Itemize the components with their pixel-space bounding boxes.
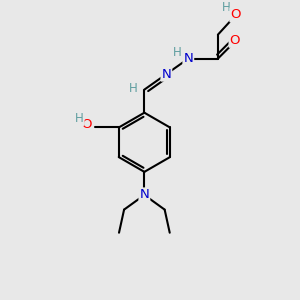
Text: O: O [82, 118, 92, 131]
Text: H: H [222, 2, 231, 14]
Text: O: O [230, 8, 241, 22]
Text: O: O [230, 34, 240, 47]
Text: N: N [140, 188, 149, 202]
Text: N: N [183, 52, 193, 65]
Text: H: H [75, 112, 84, 125]
Text: H: H [129, 82, 138, 95]
Text: H: H [173, 46, 182, 59]
Text: N: N [161, 68, 171, 81]
